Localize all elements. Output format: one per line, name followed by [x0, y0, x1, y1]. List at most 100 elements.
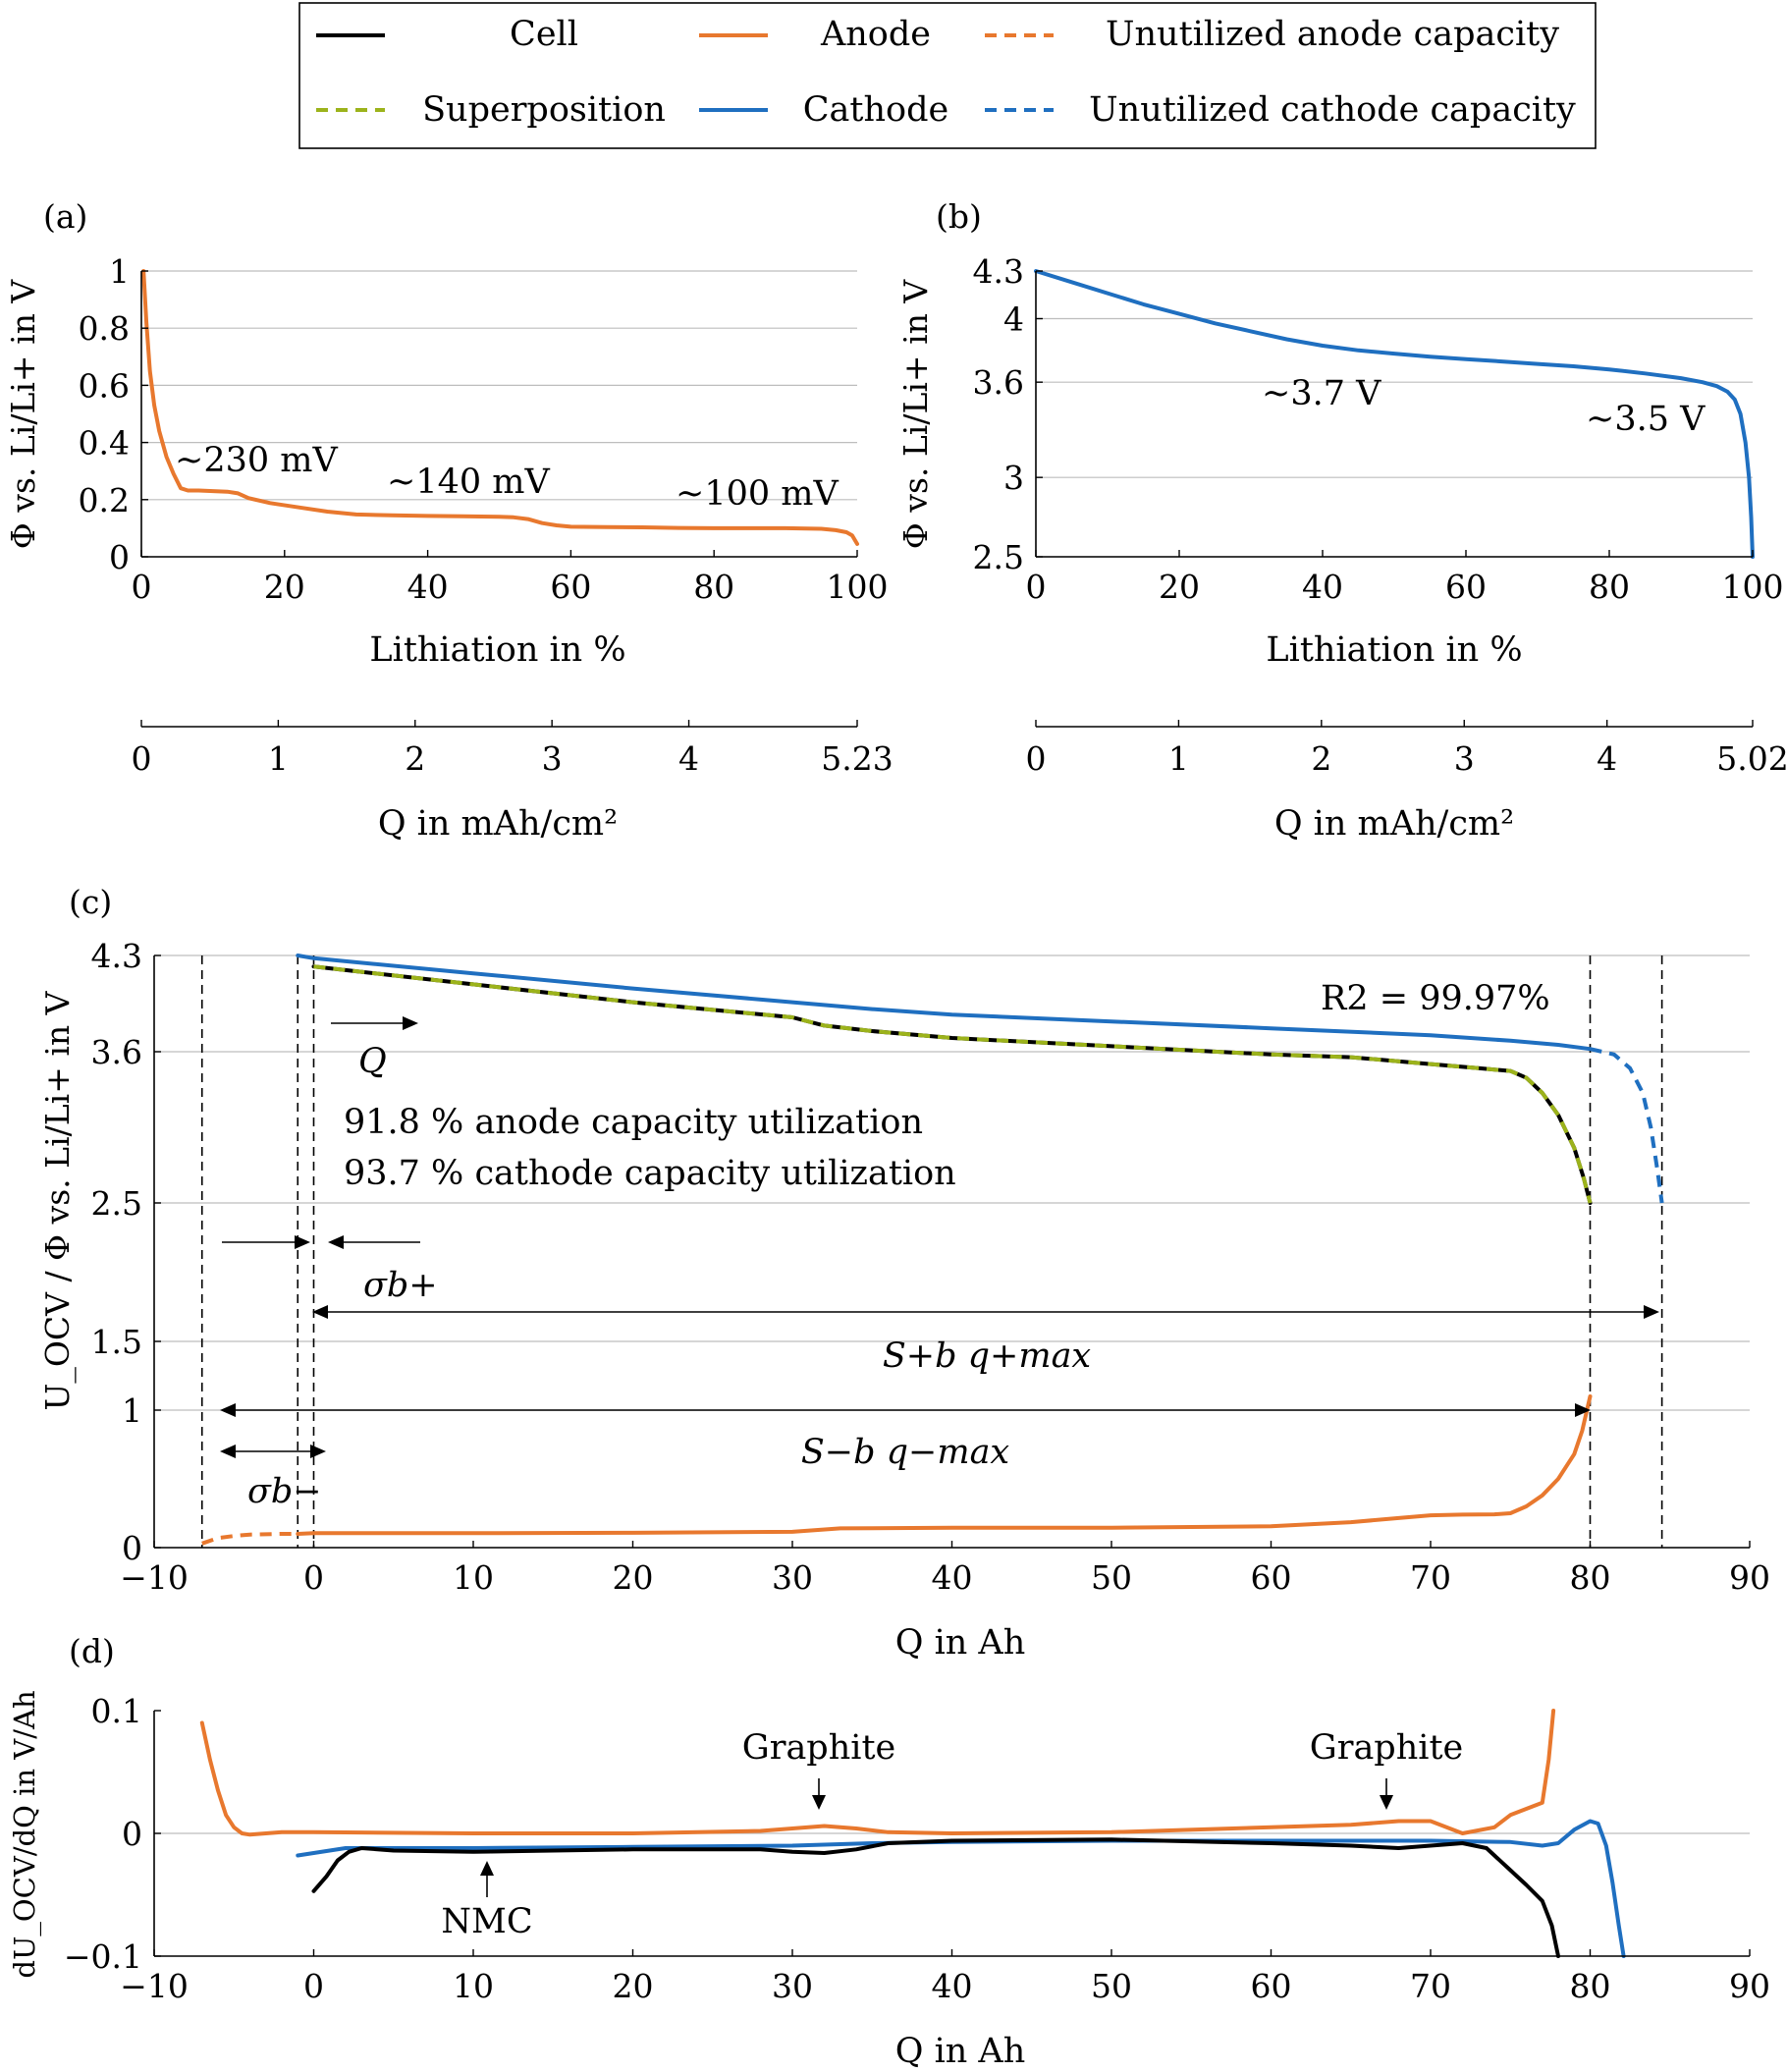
panel-d-series-cathode [296, 1819, 1626, 1958]
panel-d-series-cell [311, 1837, 1560, 1958]
panel-a-secondary-xtick-label-5: 5.23 [821, 739, 893, 778]
panel-c-r2-annotation: R2 = 99.97% [1321, 979, 1550, 1018]
panel-label-b: (b) [936, 197, 982, 236]
legend-label-cell: Cell [510, 15, 578, 54]
panel-d-xtick-label-1: 0 [303, 1967, 324, 2005]
panel-d-xtick-label-8: 70 [1410, 1967, 1451, 2005]
panel-a-secondary-xtick-label-0: 0 [132, 739, 152, 778]
panel-b-xtick-label-0: 0 [1026, 568, 1047, 606]
panel-d-xtick-label-3: 20 [613, 1967, 654, 2005]
panel-d-xtick-label-7: 60 [1251, 1967, 1292, 2005]
panel-d-xtick-label-10: 90 [1729, 1967, 1770, 2005]
panel-b-xlabel: Lithiation in % [1266, 630, 1522, 670]
panel-b-ytick-label-3: 4 [1003, 300, 1024, 339]
sigma-b-minus-label: σb− [247, 1472, 322, 1511]
panel-c-ytick-label-2: 1.5 [91, 1323, 142, 1361]
graphite-annotation-2: Graphite [1310, 1728, 1463, 1768]
sigma-b-plus-arrowhead-left [295, 1235, 310, 1249]
cathode-utilization-text: 93.7 % cathode capacity utilization [344, 1154, 956, 1193]
panel-b-secondary-xlabel: Q in mAh/cm² [1274, 804, 1514, 844]
panel-c-series-anode [296, 1394, 1593, 1536]
legend-entry-cell: Cell [316, 15, 578, 54]
panel-b-secondary-xtick-label-2: 2 [1311, 739, 1331, 778]
panel-a-xtick-label-2: 40 [407, 568, 449, 606]
panel-b-xtick-label-5: 100 [1722, 568, 1784, 606]
panel-c-xlabel: Q in Ah [895, 1623, 1026, 1663]
panel-d-xtick-label-2: 10 [453, 1967, 494, 2005]
sigma-b-plus-label: σb+ [363, 1266, 438, 1305]
panel-label-c: (c) [69, 883, 112, 921]
panel-c-xtick-label-10: 90 [1729, 1558, 1770, 1597]
panel-a-ytick-label-2: 0.4 [79, 424, 130, 463]
graphite-annotation-1: Graphite [742, 1728, 895, 1768]
legend-label-superposition: Superposition [422, 90, 666, 130]
panel-b-secondary-xtick-label-0: 0 [1026, 739, 1047, 778]
panel-b-series-cathode [1034, 269, 1755, 559]
panel-c-series-superposition [313, 964, 1593, 1204]
panel-a-ylabel: Φ vs. Li/Li+ in V [4, 279, 42, 550]
panel-a-xtick-label-0: 0 [132, 568, 152, 606]
panel-d-xtick-label-0: −10 [120, 1967, 189, 2005]
legend-box [298, 2, 1597, 149]
panel-c-xtick-label-0: −10 [120, 1558, 189, 1597]
panel-c-ytick-label-0: 0 [122, 1529, 142, 1567]
sigma-b-minus-arrowhead-left [220, 1445, 236, 1458]
anode-capacity-span-arrowhead-left [220, 1403, 236, 1417]
panel-a-secondary-xtick-label-2: 2 [405, 739, 425, 778]
panel-d-xtick-label-9: 80 [1570, 1967, 1611, 2005]
panel-d-xtick-label-6: 50 [1091, 1967, 1132, 2005]
panel-a-secondary-xtick-label-3: 3 [542, 739, 563, 778]
panel-d-xtick-label-4: 30 [772, 1967, 813, 2005]
legend-entry-cathode: Cathode [699, 90, 948, 130]
panel-a-annotation-100mv: ~100 mV [676, 474, 839, 514]
panel-b-ytick-label-2: 3.6 [973, 363, 1024, 402]
panel-label-a: (a) [43, 197, 87, 236]
panel-d-ytick-label-0: −0.1 [64, 1937, 142, 1976]
legend-entry-unutilized-anode: Unutilized anode capacity [985, 15, 1559, 54]
panel-c-ytick-label-1: 1 [122, 1391, 142, 1430]
panel-a-xlabel: Lithiation in % [369, 630, 625, 670]
panel-a-series-anode [141, 269, 859, 546]
panel-b-annotation-3-5v: ~3.5 V [1586, 400, 1706, 439]
graphite-annotation-2-arrowhead [1380, 1795, 1393, 1810]
panel-a-secondary-xlabel: Q in mAh/cm² [378, 804, 618, 844]
legend-entry-superposition: Superposition [316, 90, 666, 130]
panel-a-ytick-label-5: 1 [109, 252, 130, 291]
panel-b-annotation-3-7v: ~3.7 V [1262, 374, 1381, 413]
sigma-b-plus-arrowhead-right [328, 1235, 344, 1249]
panel-c-series-unutilized-cathode-capacity [1590, 1047, 1664, 1204]
panel-label-d: (d) [69, 1632, 115, 1670]
anode-utilization-text: 91.8 % anode capacity utilization [344, 1103, 923, 1142]
panel-c-series-cathode [296, 954, 1593, 1052]
panel-a: 00.20.40.60.810 20 40 60 80 100 Φ vs. Li/Li+ … [4, 252, 894, 844]
legend: Cell Anode Unutilized anode capacity Sup… [298, 2, 1597, 149]
panel-c-xtick-label-7: 60 [1251, 1558, 1292, 1597]
panel-d-xtick-label-5: 40 [932, 1967, 973, 2005]
panel-b-secondary-xtick-label-4: 4 [1597, 739, 1617, 778]
panel-b-secondary-xtick-label-5: 5.02 [1716, 739, 1787, 778]
panel-a-annotation-140mv: ~140 mV [387, 463, 550, 502]
panel-c-xtick-label-3: 20 [613, 1558, 654, 1597]
legend-label-cathode: Cathode [803, 90, 948, 130]
panel-b-ytick-label-4: 4.3 [973, 252, 1024, 291]
cathode-capacity-span-arrowhead-right [1644, 1305, 1659, 1319]
panel-d-xlabel: Q in Ah [895, 2032, 1026, 2071]
cathode-capacity-span-label: S+b q+max [883, 1336, 1092, 1376]
panel-c-xtick-label-2: 10 [453, 1558, 494, 1597]
panel-a-xtick-label-1: 20 [264, 568, 305, 606]
panel-c-ylabel: U_OCV / Φ vs. Li/Li+ in V [38, 990, 78, 1410]
panel-c-xtick-label-8: 70 [1410, 1558, 1451, 1597]
panel-a-ytick-label-4: 0.8 [79, 309, 130, 348]
legend-entry-unutilized-cathode: Unutilized cathode capacity [985, 90, 1576, 130]
anode-capacity-span-label: S−b q−max [801, 1433, 1010, 1472]
panel-d-ytick-label-1: 0 [122, 1815, 142, 1853]
panel-d: −0.1 0 0.1 −10 0 10 20 30 40 50 60 70 80 90 dU_OCV/dQ… [8, 1690, 1770, 2071]
panel-b: 2.533.644.30 20 40 60 80 100 Φ vs. Li/Li+ in … [896, 252, 1787, 844]
cathode-capacity-span-arrowhead-left [312, 1305, 328, 1319]
graphite-annotation-1-arrowhead [812, 1795, 826, 1810]
legend-label-unutilized-anode: Unutilized anode capacity [1106, 15, 1559, 54]
panel-b-xtick-label-4: 80 [1589, 568, 1630, 606]
q-direction-arrowhead [403, 1016, 418, 1030]
panel-c-ytick-label-4: 3.6 [91, 1033, 142, 1071]
